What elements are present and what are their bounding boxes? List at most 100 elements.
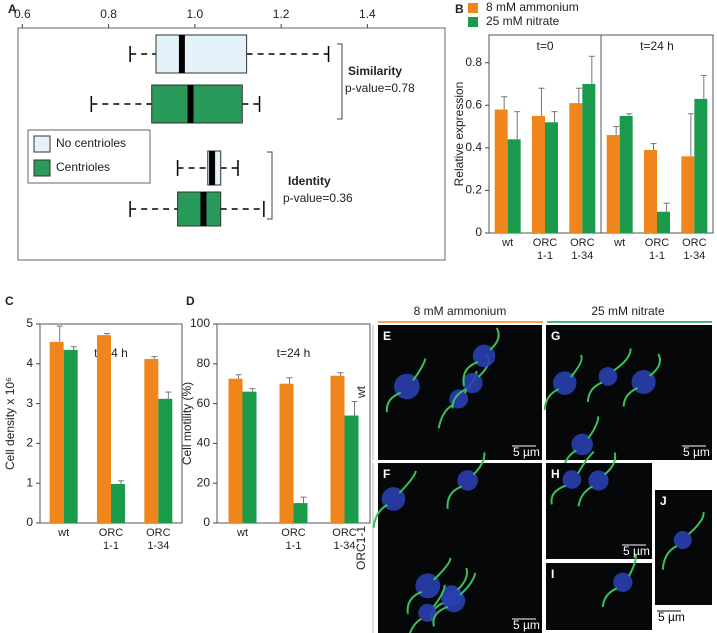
panel-label: J — [660, 494, 667, 508]
x-tick-text: wt — [614, 237, 626, 249]
legend-swatch — [468, 3, 478, 13]
panel-label: G — [551, 329, 560, 343]
x-tick-label: ORC 1-34 — [332, 527, 356, 552]
y-tick-label: 60 — [197, 396, 211, 410]
panel-label: I — [551, 567, 554, 581]
bar — [111, 483, 125, 523]
x-tick-label: 0.6 — [14, 7, 31, 21]
cilium — [372, 504, 388, 529]
x-tick-label: wt — [58, 527, 69, 539]
y-tick-label: 0.6 — [465, 97, 482, 111]
cilium — [456, 567, 469, 591]
legend-label: No centrioles — [56, 136, 126, 150]
cell-nucleus — [442, 589, 466, 613]
x-tick-label: 0.8 — [100, 7, 117, 21]
cilium — [613, 348, 632, 372]
y-tick-label: 40 — [197, 436, 211, 450]
cilium — [661, 545, 678, 570]
cilium — [462, 360, 479, 386]
bar — [97, 335, 111, 523]
group-annotation: p-value=0.78 — [345, 81, 415, 95]
x-tick-label: wt — [237, 527, 248, 539]
x-tick-label: 1.4 — [359, 7, 376, 21]
cell-nucleus — [588, 470, 609, 491]
cilium — [627, 554, 637, 577]
bar — [694, 98, 708, 233]
bar — [49, 341, 64, 523]
y-tick-label: 5 — [26, 316, 33, 330]
cell-nucleus — [381, 487, 406, 511]
group-annotation: p-value=0.36 — [283, 191, 353, 205]
cilium — [398, 470, 417, 494]
group-label: Similarity — [348, 64, 402, 78]
y-tick-label: 2 — [26, 436, 33, 450]
cilium — [446, 485, 463, 509]
bar — [582, 83, 596, 233]
y-axis-label: Relative expression — [452, 82, 466, 187]
y-tick-label: 0 — [203, 515, 210, 529]
bar — [681, 156, 695, 233]
bar — [545, 122, 558, 233]
x-tick-label: wt — [614, 237, 626, 249]
x-tick-text: wt — [502, 237, 514, 249]
cilium — [601, 587, 618, 608]
facet-title: t=24 h — [277, 346, 311, 360]
cilium — [408, 617, 422, 633]
bar — [242, 391, 257, 523]
x-tick-text: ORC 1-34 — [570, 237, 595, 262]
x-tick-text: ORC 1-1 — [281, 527, 306, 552]
x-tick-label: 1.2 — [273, 7, 290, 21]
legend-swatch — [468, 17, 478, 27]
panel-label: H — [551, 467, 560, 481]
legend-label: 8 mM ammonium — [486, 0, 579, 14]
bar — [619, 115, 633, 233]
bar — [293, 503, 308, 523]
panel-label: B — [455, 2, 464, 16]
y-tick-label: 80 — [197, 356, 211, 370]
panel-label: A — [8, 2, 17, 16]
y-tick-label: 0 — [26, 515, 33, 529]
bar — [532, 115, 545, 233]
cell-nucleus — [571, 433, 593, 456]
cell-nucleus — [553, 371, 577, 395]
cell-nucleus — [472, 344, 496, 368]
bar — [644, 149, 657, 233]
panel-label: F — [383, 467, 390, 481]
bar — [279, 383, 294, 523]
bar — [330, 375, 345, 523]
cell-nucleus — [462, 372, 483, 394]
y-tick-label: 0.8 — [465, 55, 482, 69]
cell-nucleus — [613, 572, 633, 592]
cilium — [489, 327, 500, 351]
bar — [344, 415, 359, 523]
scale-label: 5 µm — [658, 610, 685, 624]
column-header: 8 mM ammonium — [414, 304, 507, 318]
x-tick-label: ORC 1-1 — [99, 527, 123, 552]
cilium — [412, 358, 427, 382]
scale-label: 5 µm — [513, 445, 540, 459]
box — [177, 191, 222, 227]
x-tick-text: ORC 1-1 — [644, 237, 670, 262]
x-tick-text: ORC 1-34 — [682, 237, 707, 262]
x-tick-text: ORC 1-34 — [146, 527, 171, 552]
cilium — [459, 572, 477, 596]
cilium — [587, 416, 600, 440]
bar — [606, 135, 620, 233]
y-tick-label: 100 — [190, 316, 210, 330]
x-tick-text: ORC 1-1 — [532, 237, 558, 262]
scale-label: 5 µm — [623, 544, 650, 558]
y-tick-label: 20 — [197, 475, 211, 489]
legend-swatch — [33, 135, 51, 153]
bracket — [337, 43, 343, 120]
y-axis-label: Cell density x 10⁶ — [3, 377, 17, 470]
bar — [158, 398, 173, 523]
bar — [228, 378, 243, 523]
facet-title: t=0 — [536, 39, 553, 53]
cell-nucleus — [562, 470, 582, 489]
y-tick-label: 3 — [26, 396, 33, 410]
y-tick-label: 1 — [26, 475, 33, 489]
scale-label: 5 µm — [683, 445, 710, 459]
cell-nucleus — [673, 531, 692, 550]
y-tick-label: 4 — [26, 356, 33, 370]
cilium — [576, 450, 595, 475]
